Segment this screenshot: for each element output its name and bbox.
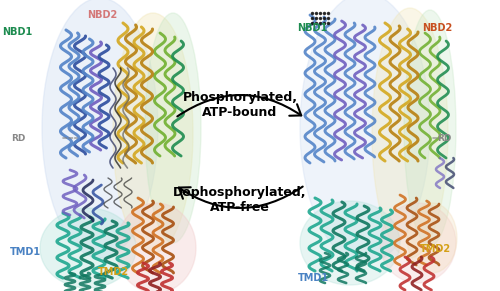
Text: TMD1: TMD1	[10, 247, 41, 257]
Ellipse shape	[407, 203, 457, 273]
Ellipse shape	[40, 208, 136, 288]
Text: NBD2: NBD2	[422, 23, 453, 33]
Text: NBD1: NBD1	[2, 27, 33, 37]
Text: RD: RD	[11, 134, 26, 143]
Text: TMD2: TMD2	[420, 244, 451, 254]
Text: Dephosphorylated,
ATP-free: Dephosphorylated, ATP-free	[174, 186, 307, 214]
Text: TMD2: TMD2	[98, 267, 128, 277]
Text: RD: RD	[438, 134, 452, 143]
Ellipse shape	[300, 0, 430, 263]
Ellipse shape	[116, 203, 196, 291]
FancyArrowPatch shape	[178, 95, 301, 116]
Ellipse shape	[145, 13, 201, 243]
Ellipse shape	[42, 0, 158, 258]
Text: NBD2: NBD2	[88, 10, 118, 19]
Ellipse shape	[380, 203, 456, 283]
Ellipse shape	[300, 201, 400, 285]
Ellipse shape	[372, 8, 448, 258]
Text: Phosphorylated,
ATP-bound: Phosphorylated, ATP-bound	[182, 91, 298, 119]
FancyArrowPatch shape	[179, 187, 302, 208]
Text: TMD1: TMD1	[298, 273, 328, 283]
Ellipse shape	[404, 10, 456, 246]
Ellipse shape	[113, 13, 193, 253]
Text: NBD1: NBD1	[298, 23, 328, 33]
